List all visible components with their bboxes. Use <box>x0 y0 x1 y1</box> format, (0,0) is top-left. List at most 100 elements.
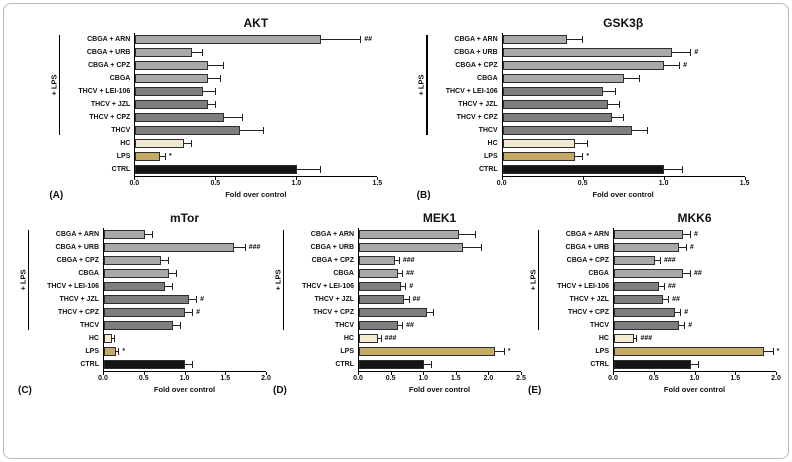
bar-akt-9[interactable] <box>135 139 184 148</box>
bar-mtor-10[interactable] <box>104 347 117 356</box>
bar-gsk3--7[interactable] <box>502 113 613 122</box>
significance-marker: ## <box>364 35 372 43</box>
significance-marker: ### <box>402 256 415 264</box>
x-axis: 0.0 0.5 1.0 1.5 2.0 <box>98 371 271 385</box>
bar-mtor-8[interactable] <box>104 321 173 330</box>
bar-mkk6-1[interactable] <box>614 230 683 239</box>
error-bar <box>674 309 682 316</box>
x-tick-mark <box>694 372 696 375</box>
bar-akt-7[interactable] <box>135 113 225 122</box>
bar-gsk3--3[interactable] <box>502 61 664 70</box>
bar-gsk3--6[interactable] <box>502 100 608 109</box>
bar-mtor-7[interactable] <box>104 308 185 317</box>
bar-mek1-9[interactable] <box>359 334 379 343</box>
bar-mek1-1[interactable] <box>359 230 460 239</box>
x-tick-mark <box>735 372 737 375</box>
bar-mek1-4[interactable] <box>359 269 398 278</box>
bar-mkk6-5[interactable] <box>614 282 659 291</box>
bar-akt-6[interactable] <box>135 100 208 109</box>
bar-mek1-2[interactable] <box>359 243 463 252</box>
bar-mtor-1[interactable] <box>104 230 145 239</box>
bar-mek1-7[interactable] <box>359 308 428 317</box>
lps-group-label: + LPS <box>49 74 59 96</box>
x-tick-label: 1.5 <box>739 180 750 187</box>
bar-gsk3--4[interactable] <box>502 74 624 83</box>
error-bar <box>233 244 246 251</box>
bar-mek1-8[interactable] <box>359 321 398 330</box>
error-bar <box>397 270 404 277</box>
x-tick-mark <box>582 177 584 180</box>
bar-akt-10[interactable] <box>135 152 160 161</box>
bar-mkk6-4[interactable] <box>614 269 683 278</box>
x-tick-mark <box>663 177 665 180</box>
bar-track <box>358 228 521 241</box>
bar-akt-5[interactable] <box>135 87 204 96</box>
bar-mtor-2[interactable] <box>104 243 234 252</box>
category-label: CBGA + URB <box>565 244 610 251</box>
bar-mtor-4[interactable] <box>104 269 169 278</box>
lps-group-bracket: + LPS <box>271 228 284 396</box>
bar-row: THCV ## <box>284 319 521 332</box>
bar-gsk3--9[interactable] <box>502 139 576 148</box>
x-tick-label: 0.0 <box>608 375 618 382</box>
x-tick-mark <box>501 177 503 180</box>
bar-akt-1[interactable] <box>135 35 321 44</box>
bar-row: CTRL <box>539 358 776 371</box>
bar-mkk6-11[interactable] <box>614 360 691 369</box>
bar-row: HC <box>428 137 745 150</box>
bar-mtor-6[interactable] <box>104 295 190 304</box>
x-tick-label: 0.5 <box>577 180 588 187</box>
bar-mek1-10[interactable] <box>359 347 496 356</box>
x-tick-label: 1.0 <box>291 180 302 187</box>
bar-mtor-5[interactable] <box>104 282 165 291</box>
bar-mek1-3[interactable] <box>359 256 395 265</box>
bar-mkk6-8[interactable] <box>614 321 679 330</box>
error-bar <box>207 101 217 108</box>
x-tick-mark <box>390 372 392 375</box>
category-label: THCV + CPZ <box>89 114 131 121</box>
x-tick-mark <box>143 372 145 375</box>
category-label: THCV <box>111 127 131 134</box>
bar-gsk3--1[interactable] <box>502 35 568 44</box>
bar-mek1-5[interactable] <box>359 282 402 291</box>
bar-track <box>501 137 745 150</box>
bar-track <box>358 306 521 319</box>
bar-mkk6-3[interactable] <box>614 256 655 265</box>
bar-gsk3--2[interactable] <box>502 48 673 57</box>
lps-bracket-line <box>282 230 284 330</box>
bar-mkk6-2[interactable] <box>614 243 679 252</box>
bar-mkk6-6[interactable] <box>614 295 663 304</box>
category-label: CBGA + URB <box>55 244 100 251</box>
bar-gsk3--5[interactable] <box>502 87 603 96</box>
bar-track <box>358 241 521 254</box>
error-bar <box>207 75 221 82</box>
error-bar <box>654 257 662 264</box>
bar-track <box>613 358 776 371</box>
bar-gsk3--11[interactable] <box>502 165 664 174</box>
error-bar <box>404 296 410 303</box>
x-tick-label: 0.0 <box>496 180 507 187</box>
bar-akt-8[interactable] <box>135 126 241 135</box>
bar-akt-2[interactable] <box>135 48 192 57</box>
bar-mtor-3[interactable] <box>104 256 161 265</box>
bar-mtor-11[interactable] <box>104 360 185 369</box>
bar-akt-11[interactable] <box>135 165 297 174</box>
bar-mtor-9[interactable] <box>104 334 113 343</box>
bar-gsk3--10[interactable] <box>502 152 576 161</box>
x-tick-label: 1.0 <box>179 375 190 382</box>
bar-gsk3--8[interactable] <box>502 126 632 135</box>
bar-track: ### <box>358 332 521 345</box>
bar-akt-4[interactable] <box>135 74 208 83</box>
bar-akt-3[interactable] <box>135 61 208 70</box>
bar-mkk6-7[interactable] <box>614 308 675 317</box>
bar-mek1-6[interactable] <box>359 295 405 304</box>
bar-mek1-11[interactable] <box>359 360 424 369</box>
error-bar <box>663 62 681 69</box>
bar-track: # <box>103 293 266 306</box>
significance-marker: # <box>693 230 698 238</box>
category-label: THCV + LEI-106 <box>302 283 354 290</box>
bar-mkk6-10[interactable] <box>614 347 764 356</box>
bar-row: CBGA + ARN ## <box>60 33 377 46</box>
bar-track <box>358 358 521 371</box>
bar-mkk6-9[interactable] <box>614 334 635 343</box>
